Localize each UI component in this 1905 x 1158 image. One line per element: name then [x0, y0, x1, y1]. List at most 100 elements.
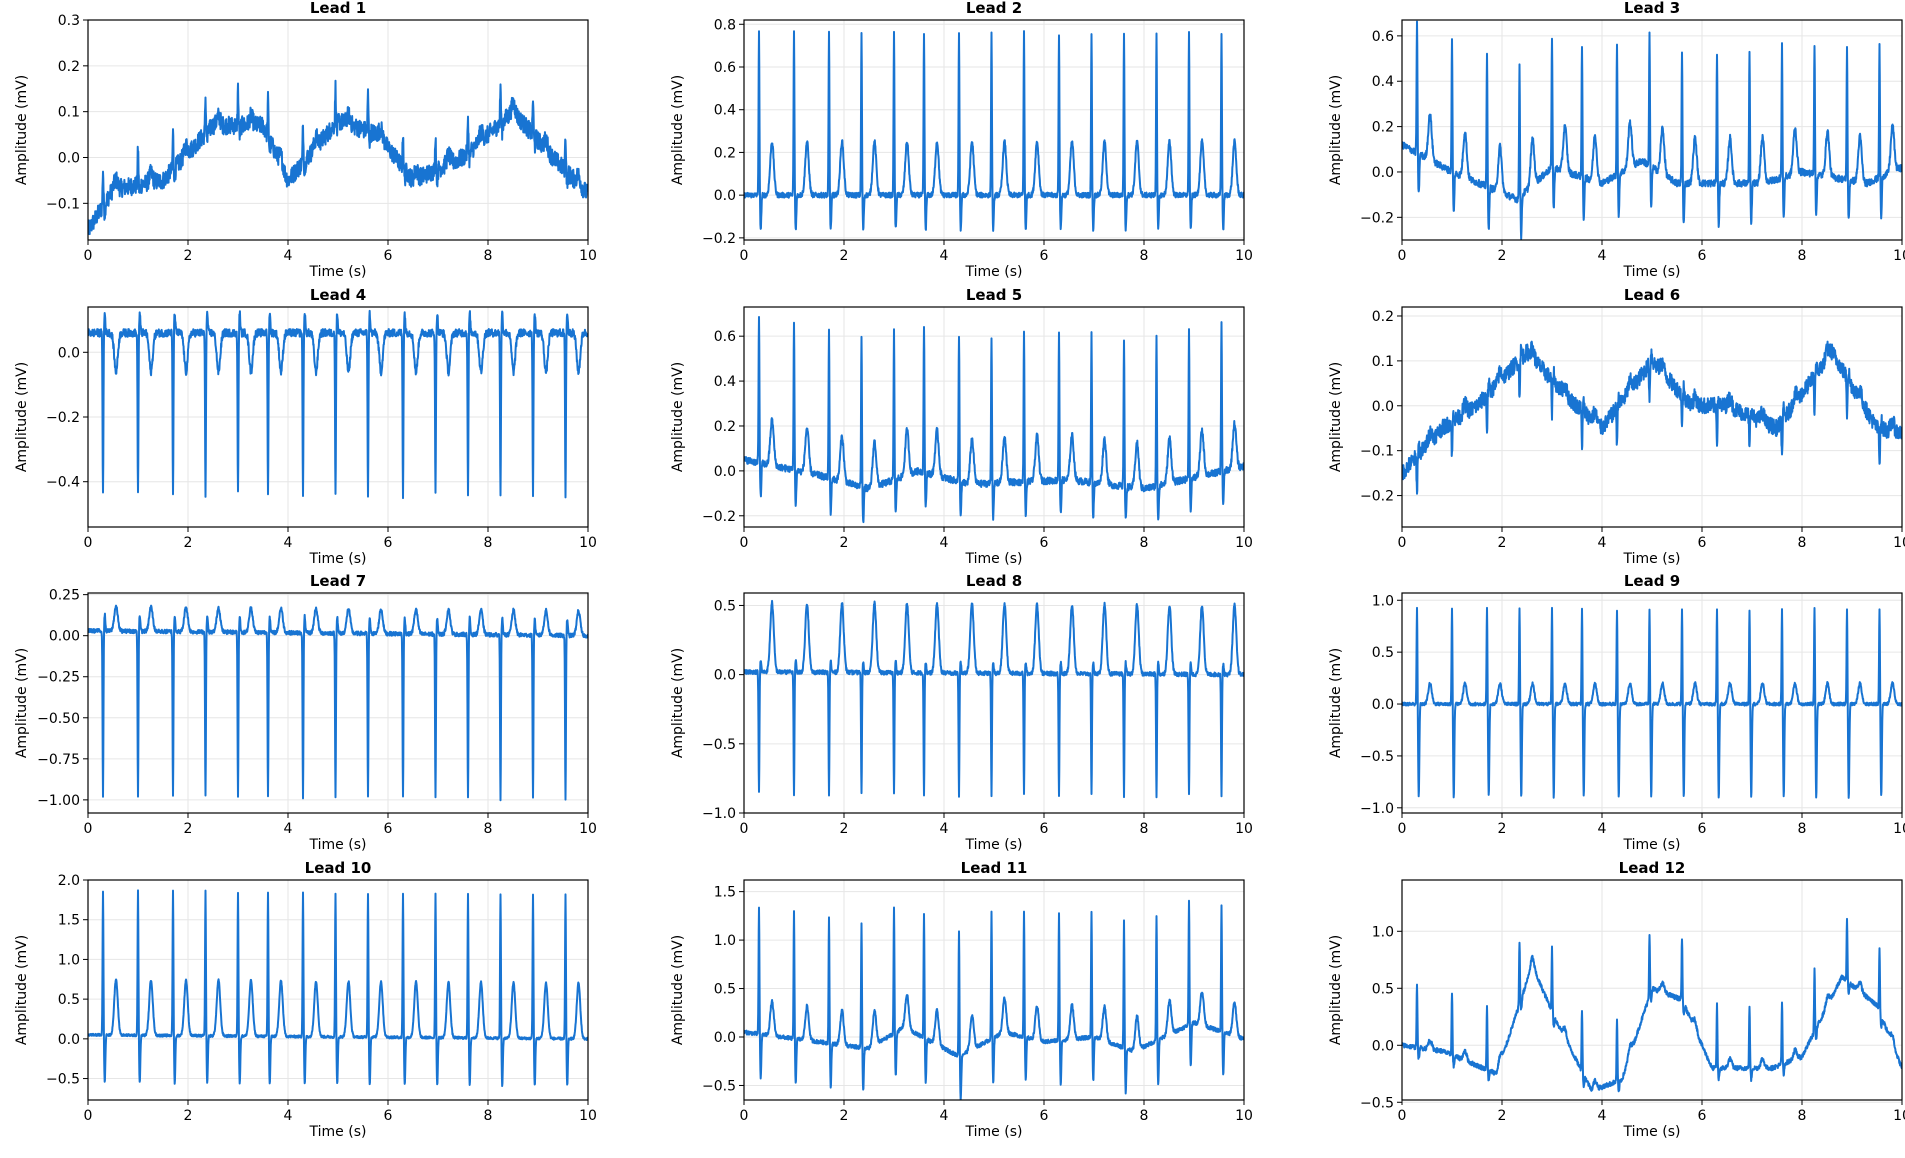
y-tick-label: 0.6 — [714, 329, 736, 345]
x-tick-label: 8 — [1798, 821, 1807, 837]
x-tick-label: 6 — [384, 821, 393, 837]
x-tick-label: 4 — [284, 248, 293, 264]
x-tick-label: 10 — [579, 1108, 597, 1124]
x-axis-label: Time (s) — [1623, 551, 1681, 567]
axes-frame — [743, 592, 1245, 814]
y-tick-label: −0.2 — [702, 231, 736, 247]
x-tick-label: 2 — [184, 1108, 193, 1124]
y-tick-label: −0.1 — [46, 196, 80, 212]
x-tick-label: 8 — [1798, 248, 1807, 264]
x-axis-label: Time (s) — [1623, 837, 1681, 853]
y-tick-label: −0.5 — [702, 737, 736, 753]
y-tick-label: −0.2 — [1360, 489, 1394, 505]
y-tick-label: 0.4 — [714, 103, 736, 119]
x-tick-label: 4 — [940, 821, 949, 837]
x-tick-label: 0 — [84, 821, 93, 837]
y-tick-label: 0.2 — [1372, 309, 1394, 325]
chart-title: Lead 11 — [961, 859, 1028, 877]
x-tick-label: 2 — [840, 535, 849, 551]
x-tick-label: 6 — [384, 248, 393, 264]
y-tick-label: −0.1 — [1360, 444, 1394, 460]
y-tick-label: −1.0 — [702, 806, 736, 822]
x-tick-label: 8 — [1798, 1108, 1807, 1124]
x-tick-label: 0 — [1398, 535, 1407, 551]
y-tick-label: −1.00 — [37, 793, 80, 809]
axes-frame — [743, 19, 1245, 241]
x-tick-label: 2 — [1498, 248, 1507, 264]
x-tick-label: 10 — [1893, 1108, 1905, 1124]
chart-panel-9: 0 2 4 6 8 10 −1.0 −0.5 0.0 0.5 1.0 Lead 9 Time (s) Am… — [1328, 572, 1905, 853]
y-tick-label: −0.5 — [46, 1072, 80, 1088]
x-tick-label: 4 — [940, 1108, 949, 1124]
chart-title: Lead 6 — [1624, 286, 1680, 304]
x-tick-label: 8 — [1140, 248, 1149, 264]
y-axis-label: Amplitude (mV) — [14, 75, 30, 185]
axes-frame — [87, 879, 589, 1101]
y-tick-label: 0.0 — [1372, 165, 1394, 181]
x-tick-label: 6 — [1698, 248, 1707, 264]
y-tick-label: 0.4 — [714, 374, 736, 390]
y-tick-label: −0.2 — [702, 509, 736, 525]
y-tick-label: 0.2 — [1372, 120, 1394, 136]
y-tick-label: 0.0 — [58, 345, 80, 361]
y-axis-label: Amplitude (mV) — [670, 648, 686, 758]
x-tick-label: 4 — [1598, 535, 1607, 551]
axes-frame — [1401, 592, 1903, 814]
x-tick-label: 4 — [284, 821, 293, 837]
x-axis-label: Time (s) — [965, 837, 1023, 853]
chart-panel-1: 0 2 4 6 8 10 −0.1 0.0 0.1 0.2 0.3 Lead 1 Time (s) Amp… — [14, 0, 597, 280]
chart-title: Lead 1 — [310, 0, 366, 17]
x-tick-label: 2 — [1498, 535, 1507, 551]
y-tick-label: 0.4 — [1372, 74, 1394, 90]
axes-frame — [743, 879, 1245, 1101]
chart-panel-7: 0 2 4 6 8 10 −1.00 −0.75 −0.50 −0.25 0.00 0.25 Lead … — [14, 572, 597, 853]
x-tick-label: 6 — [1040, 1108, 1049, 1124]
x-tick-label: 10 — [579, 821, 597, 837]
x-tick-label: 6 — [384, 535, 393, 551]
x-tick-label: 0 — [84, 248, 93, 264]
y-tick-label: 1.0 — [714, 933, 736, 949]
x-axis-label: Time (s) — [965, 551, 1023, 567]
x-tick-label: 6 — [1698, 535, 1707, 551]
chart-panel-12: 0 2 4 6 8 10 −0.5 0.0 0.5 1.0 Lead 12 Time (s) Ampli… — [1328, 859, 1905, 1140]
y-tick-label: 0.00 — [49, 629, 80, 645]
x-tick-label: 10 — [1235, 535, 1253, 551]
y-tick-label: 0.5 — [1372, 645, 1394, 661]
x-tick-label: 6 — [1698, 1108, 1707, 1124]
x-tick-label: 6 — [384, 1108, 393, 1124]
x-tick-label: 10 — [1235, 821, 1253, 837]
x-tick-label: 8 — [484, 1108, 493, 1124]
x-tick-label: 0 — [740, 1108, 749, 1124]
x-axis-label: Time (s) — [309, 551, 367, 567]
y-tick-label: −0.4 — [46, 475, 80, 491]
x-tick-label: 10 — [579, 248, 597, 264]
x-tick-label: 8 — [1140, 821, 1149, 837]
axes-frame — [1401, 879, 1903, 1101]
x-axis-label: Time (s) — [1623, 1124, 1681, 1140]
y-tick-label: −0.5 — [1360, 749, 1394, 765]
x-tick-label: 10 — [1893, 535, 1905, 551]
x-axis-label: Time (s) — [965, 264, 1023, 280]
x-tick-label: 8 — [1140, 1108, 1149, 1124]
x-tick-label: 10 — [579, 535, 597, 551]
y-tick-label: 0.0 — [58, 151, 80, 167]
x-tick-label: 8 — [1140, 535, 1149, 551]
x-tick-label: 2 — [184, 248, 193, 264]
y-tick-label: 0.2 — [714, 145, 736, 161]
y-tick-label: −0.5 — [702, 1078, 736, 1094]
y-axis-label: Amplitude (mV) — [670, 362, 686, 472]
series-line — [1402, 20, 1902, 240]
y-axis-label: Amplitude (mV) — [14, 362, 30, 472]
x-axis-label: Time (s) — [309, 1124, 367, 1140]
y-tick-label: 0.1 — [58, 105, 80, 121]
y-axis-label: Amplitude (mV) — [14, 935, 30, 1045]
y-tick-label: −0.50 — [37, 711, 80, 727]
y-tick-label: 0.0 — [714, 464, 736, 480]
x-tick-label: 8 — [1798, 535, 1807, 551]
y-tick-label: 0.6 — [714, 60, 736, 76]
y-tick-label: 0.5 — [714, 598, 736, 614]
series-line — [744, 899, 1244, 1100]
x-tick-label: 0 — [84, 535, 93, 551]
y-tick-label: 1.0 — [58, 952, 80, 968]
y-tick-label: −1.0 — [1360, 801, 1394, 817]
